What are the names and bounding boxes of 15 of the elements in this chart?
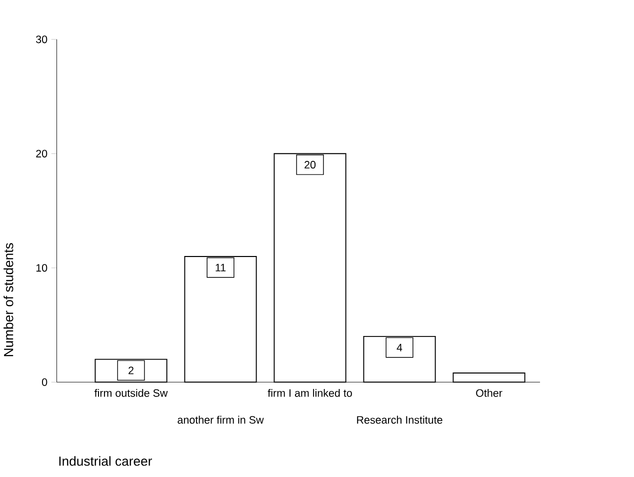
x-tick-label: another firm in Sw bbox=[178, 416, 264, 424]
x-tick-label: Other bbox=[476, 388, 502, 397]
y-tick-label: 0 bbox=[42, 378, 48, 386]
data-label: 4 bbox=[396, 344, 402, 352]
y-axis-title: Number of students bbox=[4, 243, 14, 356]
x-tick-label: firm I am linked to bbox=[268, 388, 352, 397]
x-tick-label: Research Institute bbox=[357, 416, 442, 424]
x-tick-label: firm outside Sw bbox=[94, 388, 168, 397]
y-tick-label: 30 bbox=[36, 36, 48, 44]
data-label: 11 bbox=[216, 264, 226, 272]
data-label: 2 bbox=[128, 366, 134, 374]
y-tick-label: 10 bbox=[36, 264, 48, 272]
x-axis-title: Industrial career bbox=[59, 456, 152, 466]
data-label: 20 bbox=[304, 160, 316, 169]
y-tick-label: 20 bbox=[36, 150, 48, 158]
